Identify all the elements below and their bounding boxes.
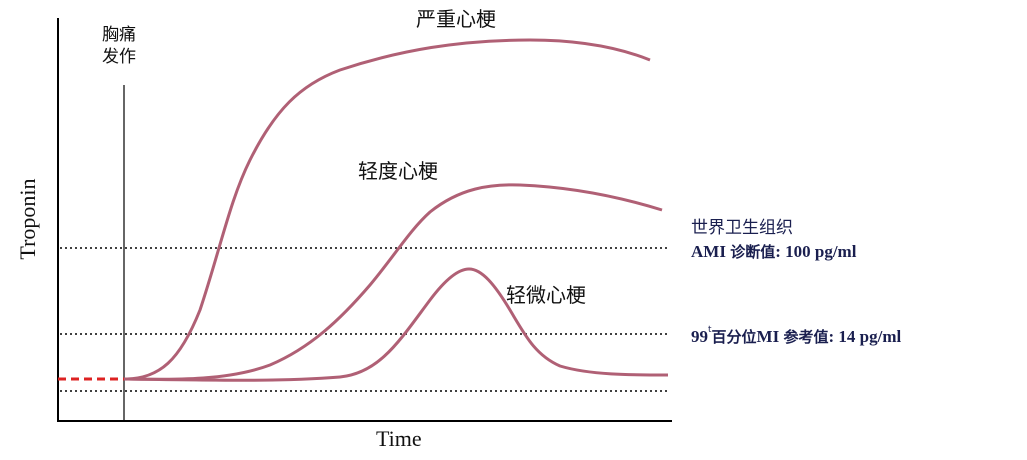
mild-mi-curve xyxy=(123,183,663,381)
who-threshold-cjk: 诊断值 xyxy=(730,243,776,261)
p99-threshold-label: 99t百分位MI 参考值: 14 pg/ml xyxy=(691,325,902,346)
who-threshold-label: 世界卫生组织 AMI 诊断值: 100 pg/ml xyxy=(691,218,856,261)
who-threshold-title: 世界卫生组织 xyxy=(691,218,793,238)
who-threshold-value-line: AMI 诊断值: 100 pg/ml xyxy=(691,243,856,260)
p99-value: : 14 pg/ml xyxy=(828,327,902,346)
p99-mid: MI xyxy=(756,327,784,346)
severe-mi-curve xyxy=(123,38,651,381)
severe-mi-label: 严重心梗 xyxy=(416,7,496,31)
mild-mi-label: 轻度心梗 xyxy=(358,159,438,183)
minor-mi-label: 轻微心梗 xyxy=(506,283,586,307)
onset-label: 胸痛 发作 xyxy=(102,24,136,68)
who-threshold-prefix: AMI xyxy=(691,242,731,261)
p99-cjk: 百分位 xyxy=(711,328,757,346)
p99-sup: t xyxy=(708,325,712,335)
onset-label-line1: 胸痛 xyxy=(102,25,136,45)
onset-label-line2: 发作 xyxy=(102,47,136,68)
p99-prefix: 99 xyxy=(691,327,708,346)
p99-cjk2: 参考值 xyxy=(783,328,829,346)
who-threshold-value: : 100 pg/ml xyxy=(775,242,857,261)
y-axis-label: Troponin xyxy=(15,178,40,260)
x-axis-label: Time xyxy=(376,426,422,451)
minor-mi-curve xyxy=(123,267,669,382)
